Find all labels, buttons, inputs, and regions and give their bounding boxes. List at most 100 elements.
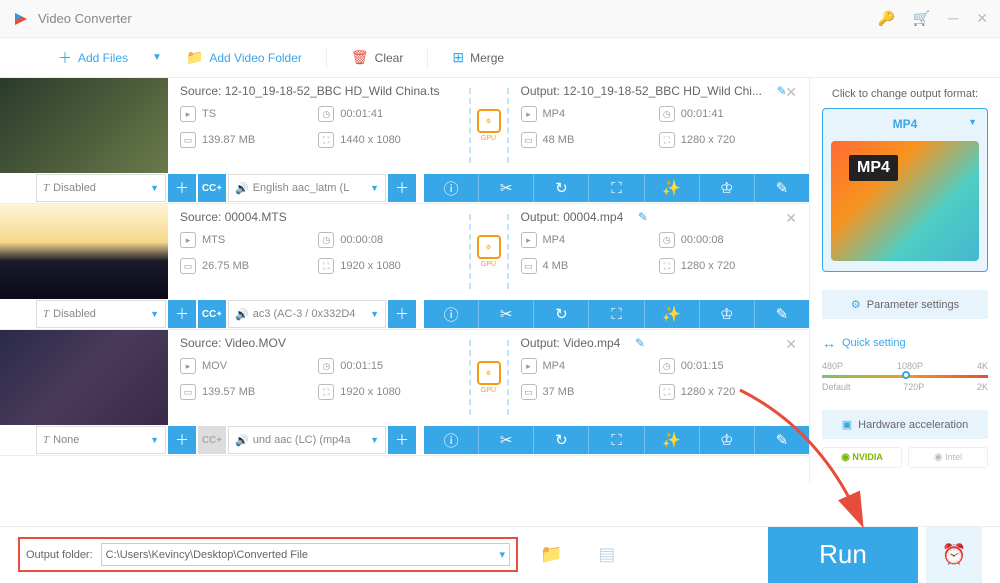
resolution-icon: ⛶ [659,132,675,148]
rotate-button[interactable]: ↻ [534,174,589,202]
slider-thumb[interactable] [902,371,910,379]
clear-button[interactable]: 🗑Clear [341,45,413,70]
file-list: Source: 12-10_19-18-52_BBC HD_Wild China… [0,78,810,482]
effects-button[interactable]: ✨ [645,174,700,202]
edit-icon[interactable]: ✎ [638,210,648,224]
add-audio-button[interactable]: ＋ [388,174,416,202]
output-info: ✕ Output: Video.mp4 ✎ ▸MP4 ◷00:01:15 ▭37… [509,330,810,425]
titlebar: Video Converter 🔑 🛒 ─ ✕ [0,0,1000,38]
info-button[interactable]: ⓘ [424,300,479,328]
add-subtitle-button[interactable]: ＋ [168,426,196,454]
add-files-button[interactable]: ＋Add Files [48,44,138,72]
cut-button[interactable]: ✂ [479,174,534,202]
edit-toolstrip: ⓘ ✂ ↻ ⛶ ✨ ♔ ✎ [424,300,809,328]
quick-setting-label: ↔Quick setting [822,335,988,351]
watermark-button[interactable]: ♔ [700,426,755,454]
output-folder-input[interactable]: C:\Users\Kevincy\Desktop\Converted File▾ [101,543,510,566]
size-icon: ▭ [521,132,537,148]
text-icon: T [43,182,49,194]
crop-button[interactable]: ⛶ [589,174,644,202]
info-button[interactable]: ⓘ [424,426,479,454]
rotate-button[interactable]: ↻ [534,426,589,454]
source-resolution: 1920 x 1080 [340,260,401,272]
add-audio-button[interactable]: ＋ [388,300,416,328]
alarm-button[interactable]: ⏰ [926,527,982,583]
gpu-icon: ⚙ [477,361,501,385]
add-files-dropdown[interactable]: ▼ [146,52,168,63]
cut-button[interactable]: ✂ [479,426,534,454]
output-duration: 00:00:08 [681,234,724,246]
subtitle-selector[interactable]: TNone▼ [36,426,166,454]
nvidia-badge: ◉ NVIDIA [822,447,902,468]
source-size: 139.87 MB [202,134,255,146]
source-label: Source: 00004.MTS [180,210,457,224]
add-subtitle-button[interactable]: ＋ [168,174,196,202]
run-button[interactable]: Run [768,527,918,583]
source-duration: 00:00:08 [340,234,383,246]
cc-button[interactable]: CC✦ [198,426,226,454]
audio-selector[interactable]: 🔊und aac (LC) (mp4a▼ [228,426,386,454]
plus-icon: ＋ [58,48,72,68]
format-icon: ▸ [180,232,196,248]
edit-icon[interactable]: ✎ [635,336,645,350]
subtitle-edit-button[interactable]: ✎ [755,300,809,328]
clock-icon: ◷ [318,358,334,374]
audio-selector[interactable]: 🔊ac3 (AC-3 / 0x332D4▼ [228,300,386,328]
hardware-accel-button[interactable]: ▣Hardware acceleration [822,410,988,439]
format-selector[interactable]: MP4 ▼ MP4 [822,108,988,272]
quality-slider[interactable] [822,375,988,378]
speaker-icon: 🔊 [235,182,249,195]
effects-button[interactable]: ✨ [645,426,700,454]
subtitle-selector[interactable]: TDisabled▼ [36,300,166,328]
remove-item-button[interactable]: ✕ [785,336,797,353]
watermark-button[interactable]: ♔ [700,174,755,202]
toolbar: ＋Add Files ▼ 📁Add Video Folder 🗑Clear ⊞M… [0,38,1000,78]
gpu-icon: ⚙ [477,235,501,259]
sidebar: Click to change output format: MP4 ▼ MP4… [810,78,1000,482]
resolution-icon: ⛶ [318,132,334,148]
parameter-settings-button[interactable]: ⚙Parameter settings [822,290,988,319]
rotate-button[interactable]: ↻ [534,300,589,328]
format-title: Click to change output format: [822,88,988,100]
audio-selector[interactable]: 🔊English aac_latm (L▼ [228,174,386,202]
cc-button[interactable]: CC✦ [198,174,226,202]
output-folder-label: Output folder: [26,549,93,561]
cart-icon[interactable]: 🛒 [913,10,930,27]
video-thumbnail[interactable] [0,78,168,173]
crop-button[interactable]: ⛶ [589,426,644,454]
subtitle-selector[interactable]: TDisabled▼ [36,174,166,202]
size-icon: ▭ [180,132,196,148]
open-folder-button[interactable]: 📁 [526,538,576,571]
watermark-button[interactable]: ♔ [700,300,755,328]
clock-icon: ◷ [659,358,675,374]
add-audio-button[interactable]: ＋ [388,426,416,454]
video-thumbnail[interactable] [0,204,168,299]
effects-button[interactable]: ✨ [645,300,700,328]
clock-icon: ◷ [659,106,675,122]
video-thumbnail[interactable] [0,330,168,425]
close-button[interactable]: ✕ [976,10,988,27]
remove-item-button[interactable]: ✕ [785,210,797,227]
info-button[interactable]: ⓘ [424,174,479,202]
remove-item-button[interactable]: ✕ [785,84,797,101]
subtitle-edit-button[interactable]: ✎ [755,426,809,454]
source-label: Source: Video.MOV [180,336,457,350]
chevron-down-icon: ▼ [150,435,159,445]
add-folder-button[interactable]: 📁Add Video Folder [176,45,312,70]
queue-icon[interactable]: ▤ [584,538,629,571]
cc-button[interactable]: CC✦ [198,300,226,328]
source-resolution: 1440 x 1080 [340,134,401,146]
subtitle-edit-button[interactable]: ✎ [755,174,809,202]
chevron-down-icon: ▼ [370,435,379,445]
minimize-button[interactable]: ─ [948,10,958,27]
crop-button[interactable]: ⛶ [589,300,644,328]
gpu-label: GPU [481,261,496,268]
output-size: 4 MB [543,260,569,272]
add-subtitle-button[interactable]: ＋ [168,300,196,328]
cut-button[interactable]: ✂ [479,300,534,328]
text-icon: T [43,308,49,320]
format-icon: ▸ [180,358,196,374]
format-preview: MP4 [831,141,979,261]
key-icon[interactable]: 🔑 [877,10,894,27]
merge-button[interactable]: ⊞Merge [442,45,514,70]
